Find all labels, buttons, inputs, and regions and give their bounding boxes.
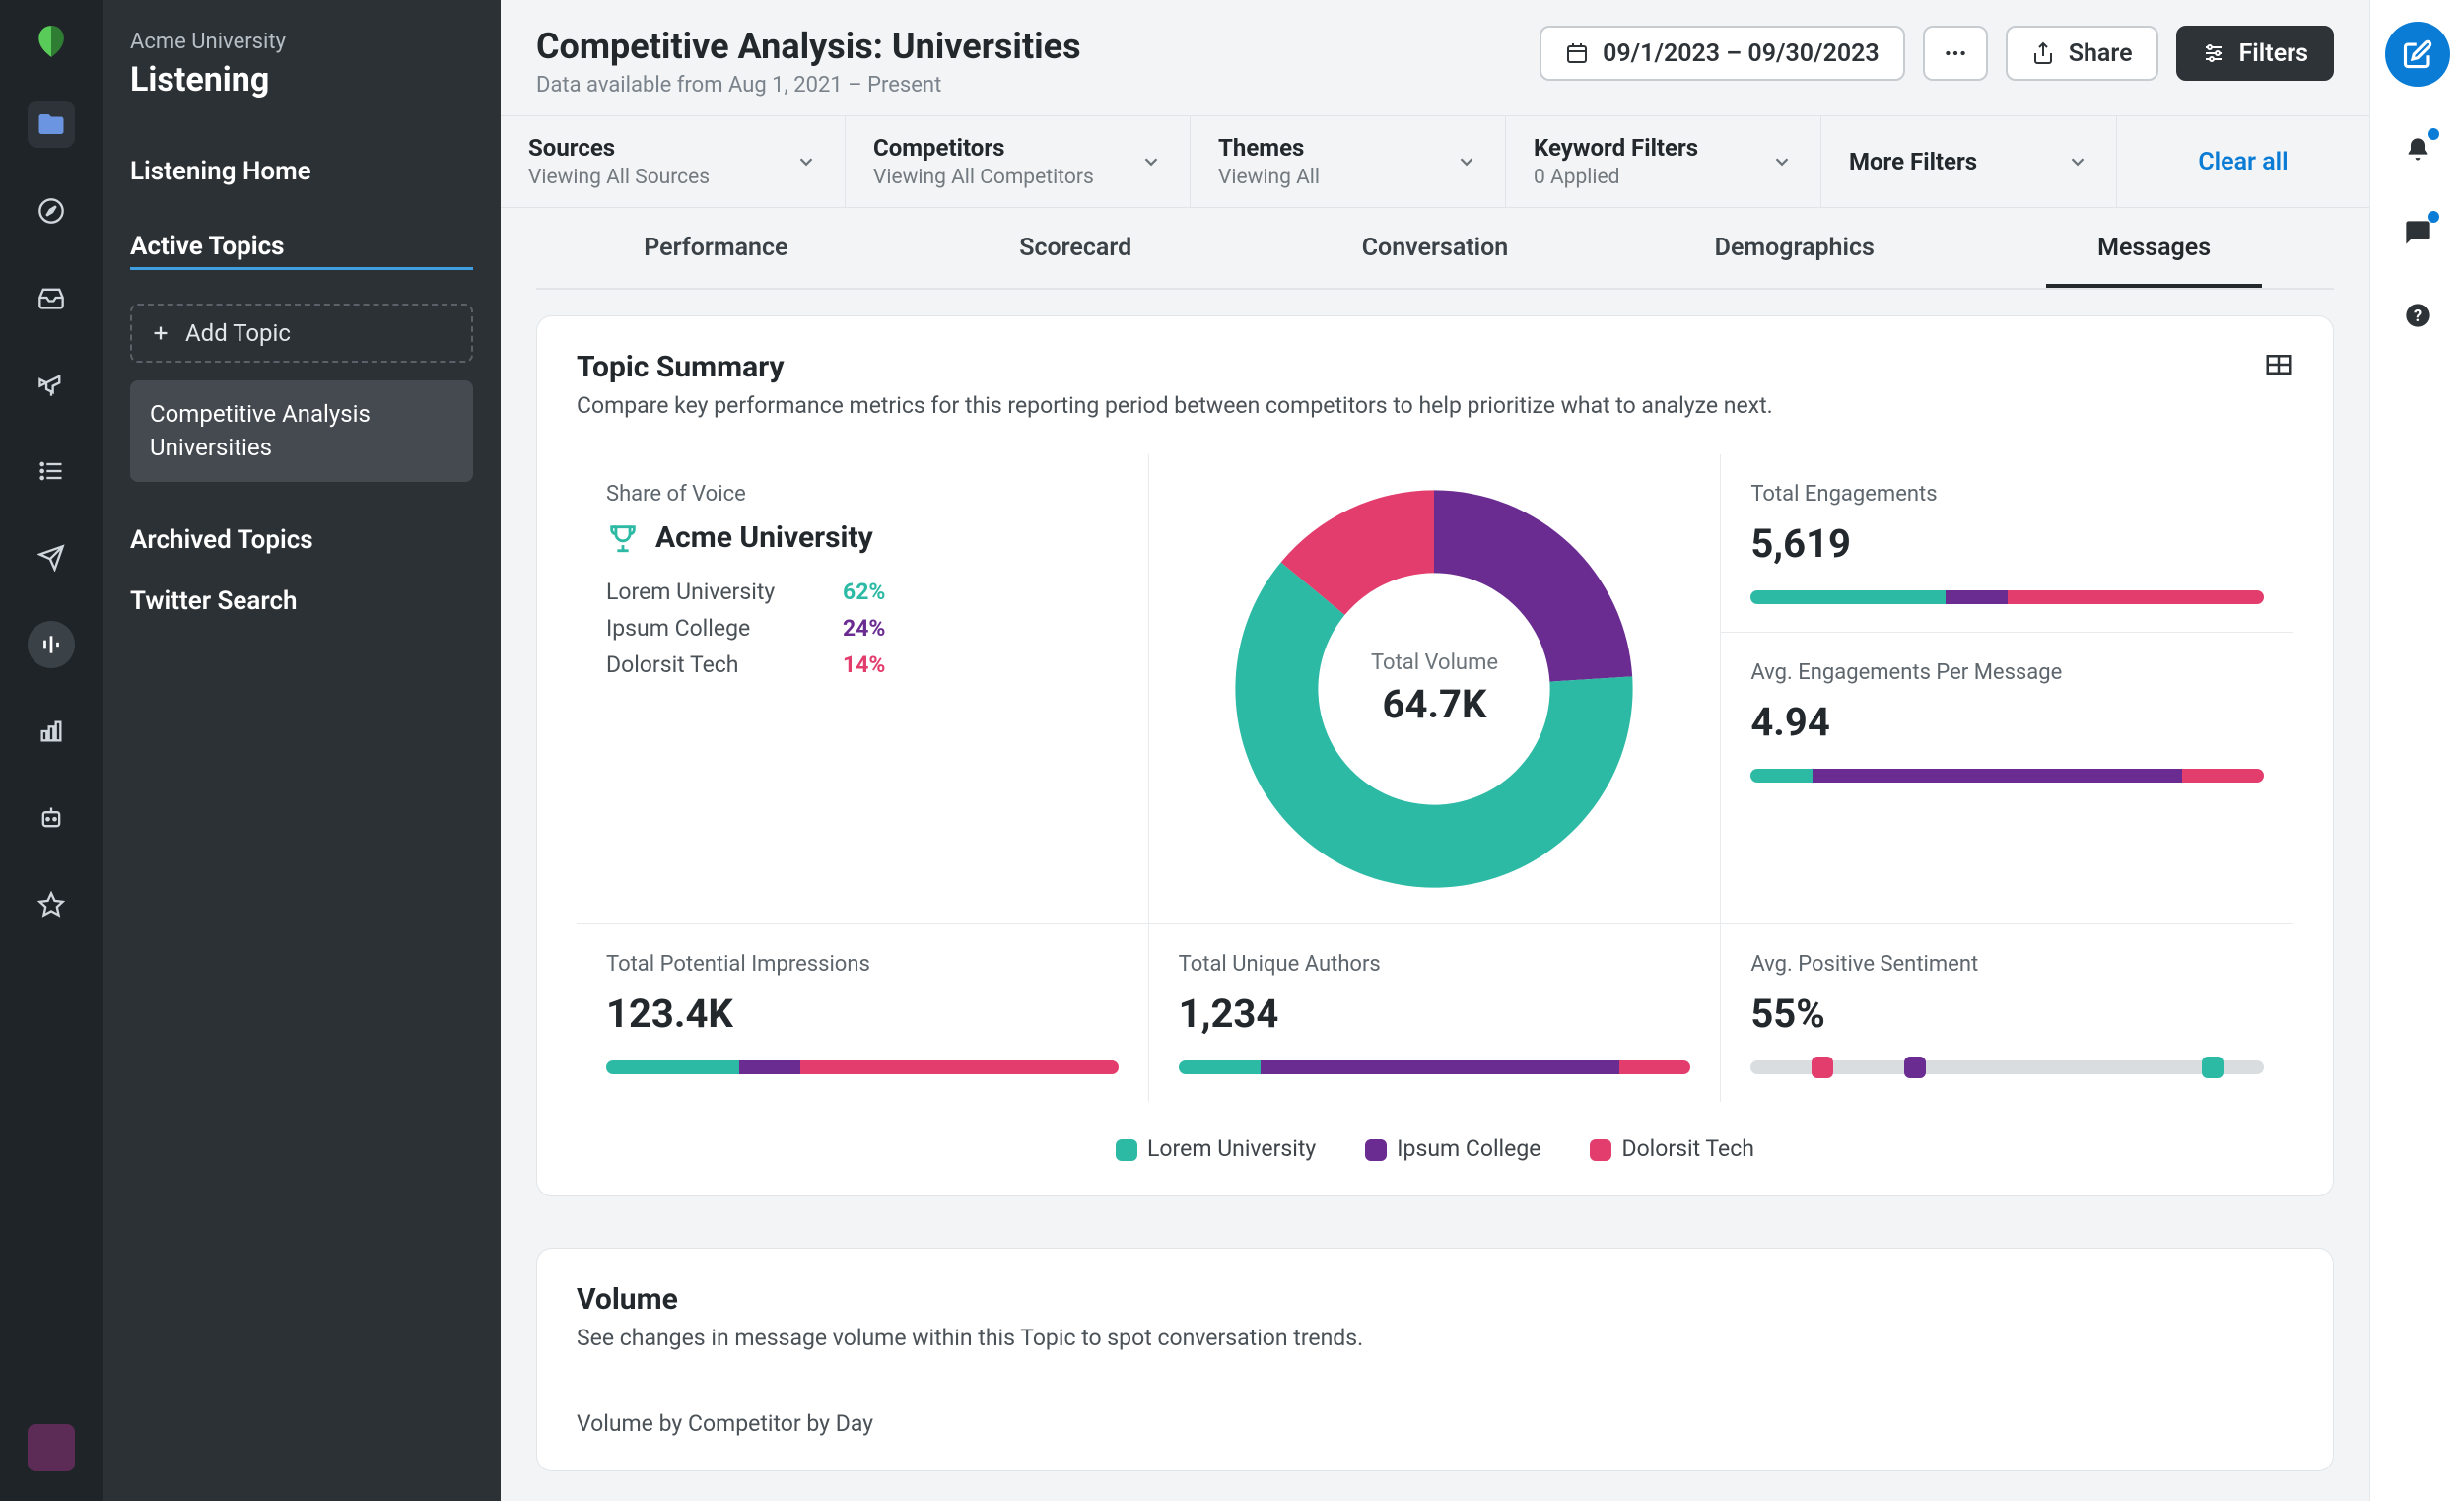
- impressions-cell: Total Potential Impressions 123.4K: [577, 924, 1149, 1102]
- tab-messages[interactable]: Messages: [1974, 208, 2334, 288]
- nav-list-icon[interactable]: [28, 447, 75, 495]
- filter-more[interactable]: More Filters: [1821, 116, 2117, 207]
- sprout-logo[interactable]: [32, 22, 71, 61]
- legend: Lorem University Ipsum College Dolorsit Te…: [577, 1135, 2293, 1162]
- help-icon[interactable]: ?: [2398, 296, 2437, 335]
- tab-conversation[interactable]: Conversation: [1256, 208, 1615, 288]
- notification-dot: [2428, 128, 2439, 140]
- filter-sources[interactable]: SourcesViewing All Sources: [501, 116, 846, 207]
- nav-listening-icon[interactable]: [28, 621, 75, 668]
- chat-icon[interactable]: [2398, 213, 2437, 252]
- date-range-button[interactable]: 09/1/2023 – 09/30/2023: [1540, 26, 1905, 81]
- sidebar-item-archived[interactable]: Archived Topics: [130, 510, 473, 571]
- sidebar-org: Acme University: [130, 30, 473, 54]
- sidebar-title: Listening: [130, 60, 473, 100]
- donut-cell: Total Volume 64.7K: [1149, 454, 1722, 924]
- right-top-cell: Total Engagements 5,619 Avg. Engagements…: [1721, 454, 2293, 924]
- compose-icon: [2403, 39, 2432, 69]
- nav-bottom-tile[interactable]: [28, 1424, 75, 1471]
- main-content: Competitive Analysis: Universities Data …: [501, 0, 2369, 1501]
- dots-icon: [1943, 40, 1968, 66]
- legend-item: Dolorsit Tech: [1590, 1135, 1753, 1162]
- sidebar-item-active-topics[interactable]: Active Topics: [130, 218, 473, 270]
- tab-demographics[interactable]: Demographics: [1614, 208, 1974, 288]
- sov-cell: Share of Voice Acme University Lorem Uni…: [577, 454, 1149, 924]
- nav-inbox-icon[interactable]: [28, 274, 75, 321]
- sidebar-item-twitter[interactable]: Twitter Search: [130, 571, 473, 632]
- filter-bar: SourcesViewing All Sources CompetitorsVi…: [501, 115, 2369, 208]
- engagements-bar: [1750, 590, 2264, 604]
- trophy-icon: [606, 521, 640, 555]
- sidebar: Acme University Listening Listening Home…: [103, 0, 501, 1501]
- chevron-down-icon: [1771, 151, 1793, 172]
- plus-icon: [150, 322, 171, 344]
- sliders-icon: [2202, 41, 2225, 65]
- chevron-down-icon: [795, 151, 817, 172]
- sentiment-track: [1750, 1060, 2264, 1074]
- date-range-label: 09/1/2023 – 09/30/2023: [1603, 39, 1880, 68]
- icon-rail: [0, 0, 103, 1501]
- share-icon: [2031, 41, 2055, 65]
- tab-scorecard[interactable]: Scorecard: [896, 208, 1256, 288]
- nav-star-icon[interactable]: [28, 881, 75, 928]
- nav-compass-icon[interactable]: [28, 187, 75, 235]
- volume-card: Volume See changes in message volume wit…: [536, 1248, 2334, 1471]
- impressions-bar: [606, 1060, 1119, 1074]
- summary-sub: Compare key performance metrics for this…: [577, 392, 1773, 419]
- sov-row: Lorem University62%: [606, 579, 1119, 605]
- add-topic-label: Add Topic: [185, 319, 291, 347]
- calendar-icon: [1565, 41, 1589, 65]
- avg-eng-bar: [1750, 769, 2264, 783]
- sidebar-topic-competitive[interactable]: Competitive Analysis Universities: [130, 380, 473, 482]
- notification-bell-icon[interactable]: [2398, 130, 2437, 170]
- authors-cell: Total Unique Authors 1,234: [1149, 924, 1722, 1102]
- add-topic-button[interactable]: Add Topic: [130, 304, 473, 363]
- table-view-icon[interactable]: [2264, 350, 2293, 379]
- nav-bot-icon[interactable]: [28, 794, 75, 842]
- filter-themes[interactable]: ThemesViewing All: [1191, 116, 1506, 207]
- chevron-down-icon: [2067, 151, 2088, 172]
- tabs: Performance Scorecard Conversation Demog…: [501, 208, 2369, 288]
- page-header: Competitive Analysis: Universities Data …: [501, 0, 2369, 115]
- sov-row: Ipsum College24%: [606, 615, 1119, 642]
- summary-title: Topic Summary: [577, 350, 1773, 384]
- nav-folder-icon[interactable]: [28, 101, 75, 148]
- chevron-down-icon: [1140, 151, 1162, 172]
- sentiment-cell: Avg. Positive Sentiment 55%: [1721, 924, 2293, 1102]
- page-subtitle: Data available from Aug 1, 2021 – Presen…: [536, 73, 1081, 98]
- filters-button[interactable]: Filters: [2176, 26, 2334, 81]
- nav-send-icon[interactable]: [28, 534, 75, 581]
- svg-text:?: ?: [2413, 307, 2421, 325]
- share-button[interactable]: Share: [2006, 26, 2158, 81]
- filter-keywords[interactable]: Keyword Filters0 Applied: [1506, 116, 1821, 207]
- compose-button[interactable]: [2385, 22, 2450, 87]
- notification-dot: [2428, 211, 2439, 223]
- sov-row: Dolorsit Tech14%: [606, 651, 1119, 678]
- topic-summary-card: Topic Summary Compare key performance me…: [536, 315, 2334, 1196]
- chevron-down-icon: [1456, 151, 1477, 172]
- tab-performance[interactable]: Performance: [536, 208, 896, 288]
- filters-label: Filters: [2239, 39, 2308, 68]
- sidebar-item-home[interactable]: Listening Home: [130, 143, 473, 200]
- legend-item: Ipsum College: [1365, 1135, 1540, 1162]
- legend-item: Lorem University: [1116, 1135, 1316, 1162]
- filter-competitors[interactable]: CompetitorsViewing All Competitors: [846, 116, 1191, 207]
- nav-pin-icon[interactable]: [28, 361, 75, 408]
- nav-reports-icon[interactable]: [28, 708, 75, 755]
- right-rail: ?: [2369, 0, 2464, 1501]
- more-actions-button[interactable]: [1923, 26, 1988, 81]
- share-label: Share: [2069, 39, 2133, 68]
- authors-bar: [1179, 1060, 1691, 1074]
- page-title: Competitive Analysis: Universities: [536, 26, 1081, 67]
- clear-all-button[interactable]: Clear all: [2117, 116, 2369, 207]
